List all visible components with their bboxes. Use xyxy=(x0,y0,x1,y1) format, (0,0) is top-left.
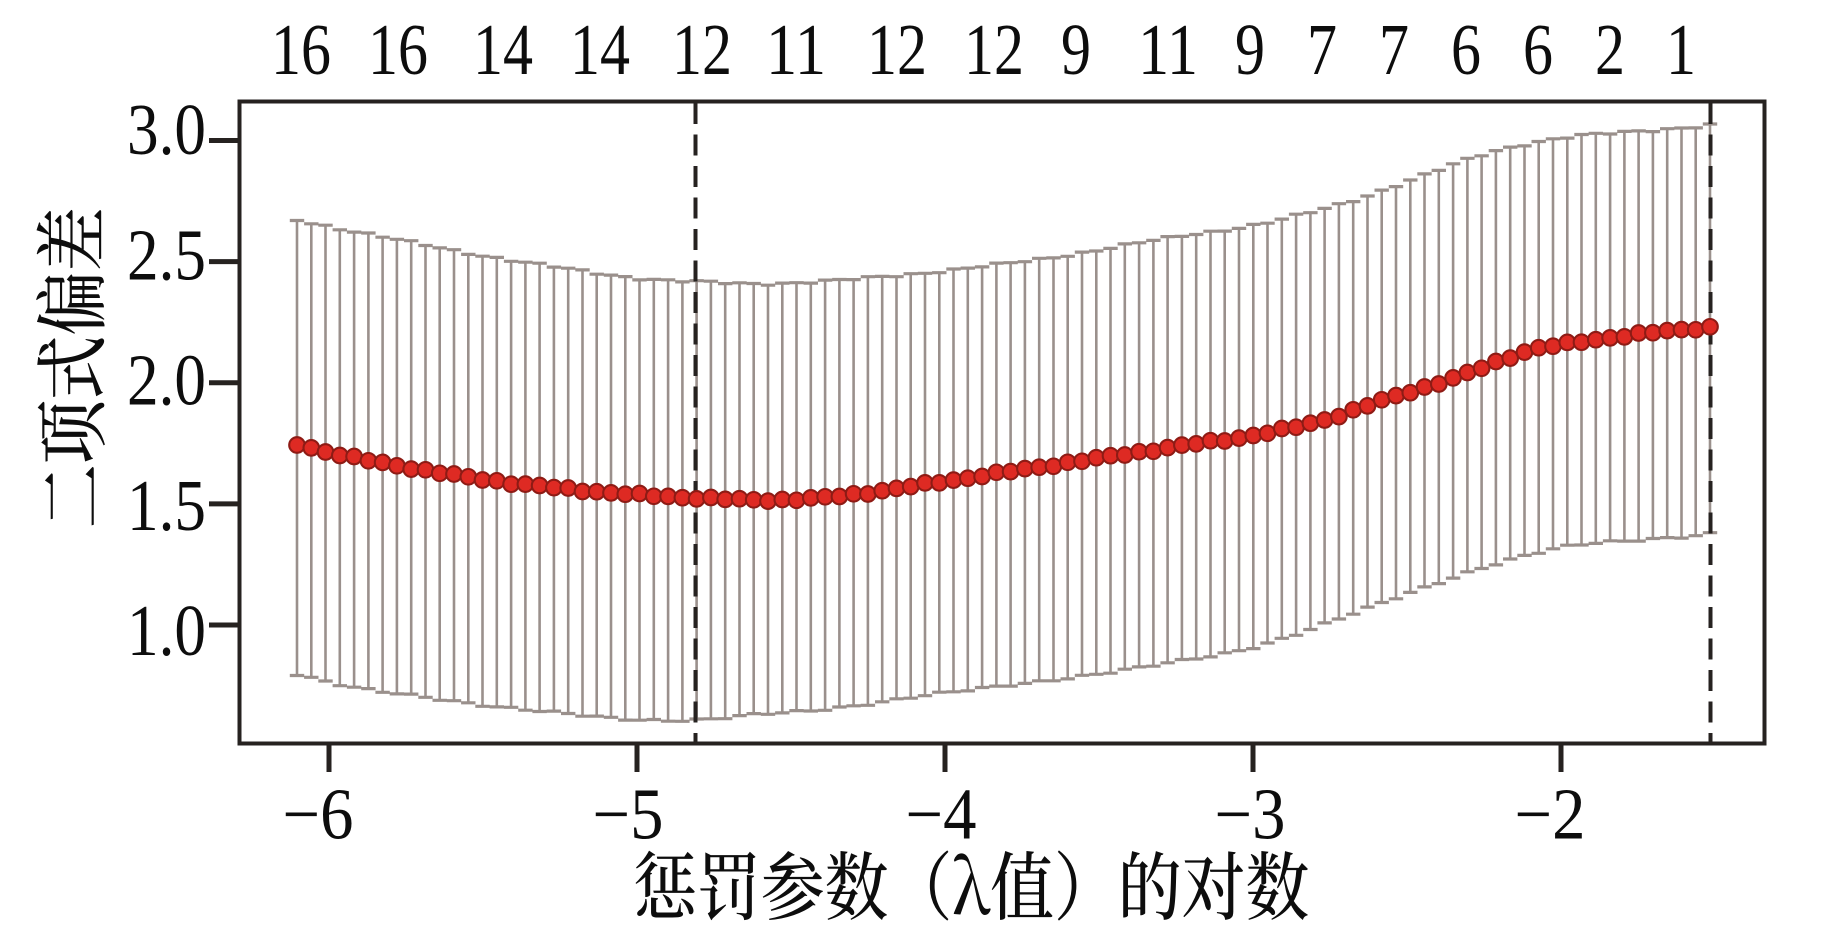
svg-text:12: 12 xyxy=(867,9,927,90)
svg-text:6: 6 xyxy=(1523,9,1553,90)
svg-text:12: 12 xyxy=(964,9,1024,90)
svg-text:2: 2 xyxy=(1595,9,1625,90)
svg-text:16: 16 xyxy=(271,9,331,90)
svg-text:11: 11 xyxy=(766,9,826,90)
svg-text:−2: −2 xyxy=(1515,774,1586,855)
svg-text:1.0: 1.0 xyxy=(127,590,206,671)
svg-text:−4: −4 xyxy=(906,774,977,855)
svg-text:−6: −6 xyxy=(283,774,354,855)
svg-text:1.5: 1.5 xyxy=(127,465,206,546)
svg-text:6: 6 xyxy=(1451,9,1481,90)
svg-text:2.0: 2.0 xyxy=(127,340,206,421)
svg-text:9: 9 xyxy=(1061,9,1091,90)
svg-text:1: 1 xyxy=(1666,9,1696,90)
svg-text:7: 7 xyxy=(1379,9,1409,90)
svg-text:3.0: 3.0 xyxy=(127,89,206,170)
svg-text:2.5: 2.5 xyxy=(127,214,206,295)
svg-text:7: 7 xyxy=(1307,9,1337,90)
svg-text:12: 12 xyxy=(672,9,732,90)
svg-text:14: 14 xyxy=(570,9,630,90)
svg-text:11: 11 xyxy=(1138,9,1198,90)
svg-text:14: 14 xyxy=(473,9,533,90)
svg-text:9: 9 xyxy=(1235,9,1265,90)
svg-text:16: 16 xyxy=(368,9,428,90)
svg-text:−5: −5 xyxy=(593,774,664,855)
svg-text:−3: −3 xyxy=(1215,774,1286,855)
